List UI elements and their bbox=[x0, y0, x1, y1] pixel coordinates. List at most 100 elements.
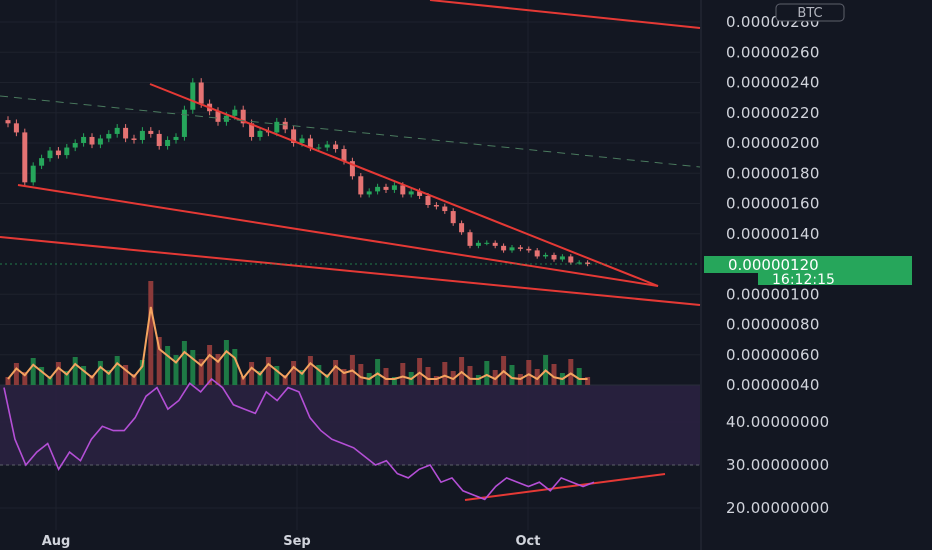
volume-bar bbox=[89, 375, 95, 385]
candle-body bbox=[391, 185, 397, 190]
candle-body bbox=[375, 186, 381, 192]
candle-body bbox=[543, 254, 549, 257]
candle-body bbox=[509, 247, 515, 251]
lower-channel-line bbox=[0, 236, 701, 306]
volume-bar bbox=[316, 365, 322, 385]
volume-bar bbox=[257, 371, 263, 385]
volume-bar bbox=[467, 366, 473, 385]
last-price-label: 0.00000120 bbox=[728, 256, 819, 274]
candle-body bbox=[72, 143, 78, 148]
volume-bar bbox=[13, 363, 19, 385]
candle-body bbox=[39, 158, 45, 166]
volume-bar bbox=[215, 354, 221, 385]
volume-bar bbox=[131, 374, 137, 385]
wedge-top-line bbox=[149, 83, 659, 287]
y-tick-label: 0.00000040 bbox=[726, 376, 820, 394]
candle-body bbox=[198, 82, 204, 104]
candle-body bbox=[425, 195, 431, 206]
currency-badge-box[interactable] bbox=[775, 3, 845, 22]
volume-bar bbox=[173, 355, 179, 385]
volume-bar bbox=[274, 366, 280, 385]
y-tick-label: 0.00000100 bbox=[726, 285, 820, 303]
osc-y-tick-label: 20.00000000 bbox=[726, 499, 830, 517]
volume-bar bbox=[240, 376, 246, 385]
volume-bar bbox=[22, 372, 28, 385]
volume-bar bbox=[114, 356, 120, 385]
volume-bar bbox=[299, 370, 305, 385]
volume-bar bbox=[232, 349, 238, 385]
candle-body bbox=[341, 149, 347, 162]
candle-body bbox=[358, 176, 364, 195]
y-tick-label: 0.00000180 bbox=[726, 164, 820, 182]
candle-body bbox=[291, 129, 297, 143]
volume-bar bbox=[492, 370, 498, 385]
oscillator-line bbox=[3, 377, 595, 501]
y-tick-label: 0.00000160 bbox=[726, 195, 820, 213]
candle-body bbox=[417, 191, 423, 196]
volume-bar bbox=[341, 369, 347, 385]
volume-bar bbox=[534, 369, 540, 385]
candle-body bbox=[47, 150, 53, 159]
volume-bar bbox=[442, 362, 448, 385]
candle-body bbox=[333, 144, 339, 150]
upper-channel-line bbox=[429, 0, 701, 29]
volume-bar bbox=[47, 376, 53, 385]
volume-bar bbox=[64, 371, 70, 385]
volume-bar bbox=[181, 341, 187, 385]
candle-body bbox=[316, 147, 322, 149]
candle-body bbox=[383, 186, 389, 190]
currency-badge[interactable]: BTC bbox=[797, 6, 822, 21]
volume-bar bbox=[106, 370, 112, 385]
candlesticks bbox=[5, 78, 591, 267]
candle-body bbox=[240, 109, 246, 124]
oscillator-trendline bbox=[464, 473, 666, 501]
y-tick-label: 0.00000080 bbox=[726, 316, 820, 334]
candle-body bbox=[249, 123, 255, 137]
volume-bar bbox=[139, 360, 145, 385]
candle-body bbox=[349, 161, 355, 177]
volume-ma-line bbox=[7, 306, 588, 381]
volume-bar bbox=[509, 365, 515, 385]
candle-body bbox=[64, 147, 70, 156]
volume-bar bbox=[156, 337, 162, 385]
volume-bar bbox=[417, 358, 423, 385]
countdown-label: 16:12:15 bbox=[772, 272, 835, 288]
candle-body bbox=[408, 191, 414, 195]
volume-bar bbox=[207, 345, 213, 385]
candle-body bbox=[366, 191, 372, 195]
candle-body bbox=[114, 127, 120, 134]
candle-body bbox=[106, 133, 112, 139]
volume-bar bbox=[358, 364, 364, 385]
candle-body bbox=[165, 139, 171, 147]
y-tick-label: 0.00000200 bbox=[726, 134, 820, 152]
candle-body bbox=[459, 223, 465, 233]
oscillator-band bbox=[0, 385, 700, 465]
wedge-bottom-line bbox=[17, 184, 659, 287]
volume-bar bbox=[72, 357, 78, 385]
candle-body bbox=[551, 254, 557, 260]
volume-bar bbox=[383, 368, 389, 385]
candle-body bbox=[173, 136, 179, 140]
candle-body bbox=[97, 138, 103, 145]
volume-bar bbox=[190, 350, 196, 385]
candle-body bbox=[89, 136, 95, 145]
volume-bar bbox=[568, 359, 574, 385]
candle-body bbox=[568, 256, 574, 263]
countdown-tag bbox=[758, 271, 912, 285]
candle-body bbox=[517, 247, 523, 249]
x-axis: Aug Sep Oct bbox=[42, 534, 541, 549]
candle-body bbox=[324, 144, 330, 148]
candle-body bbox=[585, 262, 591, 264]
y-tick-label: 0.00000260 bbox=[726, 43, 820, 61]
volume-bar bbox=[198, 359, 204, 385]
volume-bars bbox=[5, 281, 591, 385]
candle-body bbox=[501, 245, 507, 251]
volume-bar bbox=[148, 281, 154, 385]
y-tick-label: 0.00000240 bbox=[726, 74, 820, 92]
candle-body bbox=[55, 150, 61, 156]
volume-bar bbox=[375, 359, 381, 385]
volume-bar bbox=[223, 340, 229, 385]
candle-body bbox=[5, 120, 11, 124]
volume-bar bbox=[576, 368, 582, 385]
